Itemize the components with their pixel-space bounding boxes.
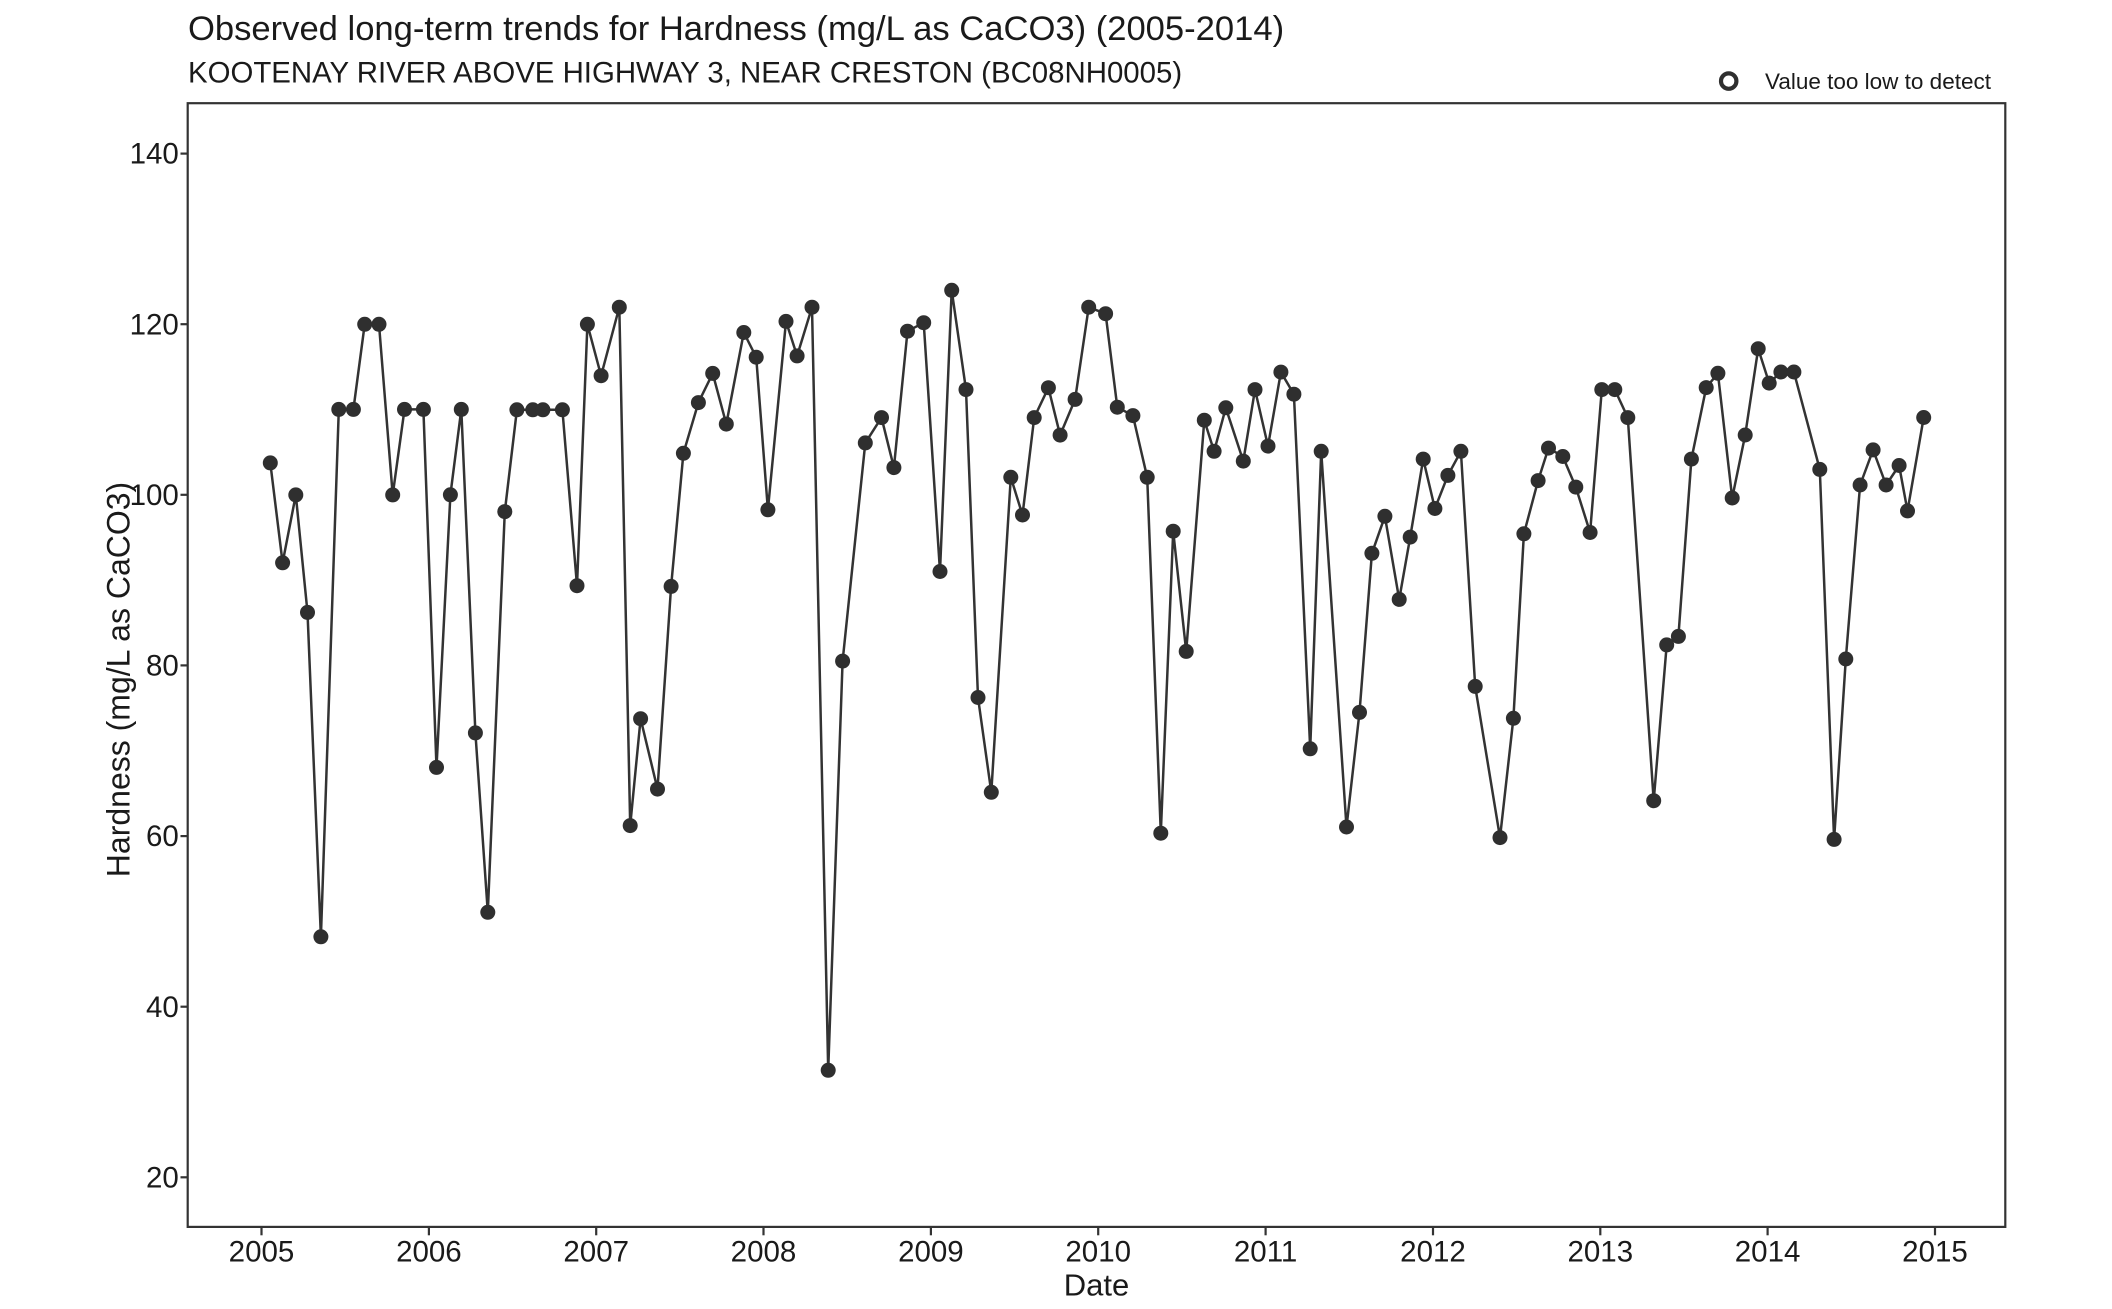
svg-text:2009: 2009 [898,1235,964,1268]
svg-text:120: 120 [130,308,179,341]
svg-text:2013: 2013 [1567,1235,1633,1268]
svg-text:2014: 2014 [1735,1235,1801,1268]
svg-text:Hardness (mg/L as CaCO3): Hardness (mg/L as CaCO3) [101,482,137,877]
svg-text:80: 80 [146,650,179,683]
svg-text:140: 140 [130,138,179,171]
svg-text:Value too low to detect: Value too low to detect [1765,69,1992,94]
svg-text:2010: 2010 [1065,1235,1131,1268]
svg-text:2015: 2015 [1902,1235,1968,1268]
svg-text:2012: 2012 [1400,1235,1466,1268]
svg-text:40: 40 [146,991,179,1024]
svg-text:Date: Date [1064,1267,1129,1302]
svg-text:2007: 2007 [563,1235,629,1268]
svg-text:2006: 2006 [396,1235,462,1268]
svg-text:100: 100 [130,479,179,512]
svg-text:2005: 2005 [229,1235,295,1268]
svg-text:20: 20 [146,1161,179,1194]
svg-text:2008: 2008 [731,1235,797,1268]
svg-text:KOOTENAY RIVER ABOVE HIGHWAY 3: KOOTENAY RIVER ABOVE HIGHWAY 3, NEAR CRE… [188,56,1182,89]
svg-text:60: 60 [146,820,179,853]
svg-text:Observed long-term trends for: Observed long-term trends for Hardness (… [188,10,1284,48]
svg-text:2011: 2011 [1234,1235,1297,1268]
